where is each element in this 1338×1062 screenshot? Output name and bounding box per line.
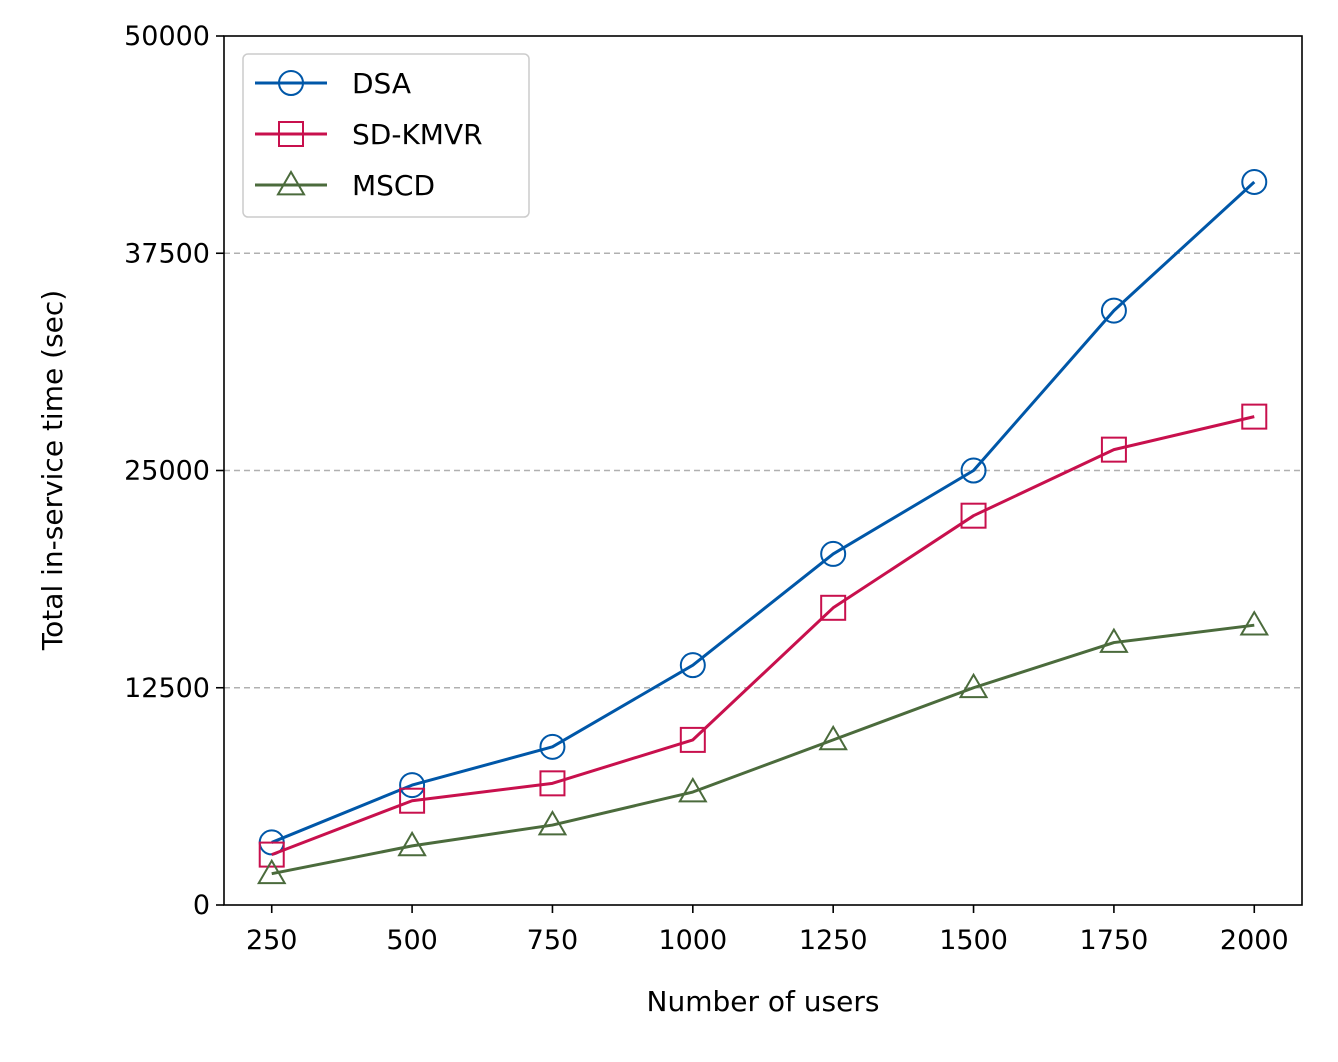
data-point-sd-kmvr: [399, 787, 426, 814]
data-point-sd-kmvr: [820, 594, 847, 621]
series-mscd: [256, 610, 1270, 885]
data-point-mscd: [537, 810, 568, 836]
data-point-dsa: [1100, 297, 1127, 324]
series-dsa: [258, 168, 1268, 856]
x-tick-label: 1250: [799, 925, 868, 956]
data-point-sd-kmvr: [1100, 436, 1127, 463]
gridlines: [224, 252, 1302, 689]
data-point-mscd: [678, 777, 708, 803]
legend: DSA SD-KMVR MSCD: [242, 53, 530, 218]
data-point-sd-kmvr: [258, 841, 285, 868]
data-point-sd-kmvr: [539, 770, 566, 797]
y-tick-label: 37500: [124, 238, 210, 269]
legend-marker-mscd: [276, 170, 306, 196]
y-tick-label: 50000: [124, 21, 210, 52]
x-tick-label: 250: [246, 925, 298, 956]
data-point-mscd: [1239, 610, 1270, 636]
y-tick-label: 12500: [124, 673, 210, 704]
series-line-mscd: [271, 623, 1255, 876]
x-tick-label: 1750: [1080, 925, 1149, 956]
x-tick-label: 1500: [939, 925, 1008, 956]
x-tick-label: 750: [527, 925, 579, 956]
x-tick-label: 1000: [658, 925, 727, 956]
data-point-dsa: [960, 457, 987, 484]
legend-label-sd-kmvr: SD-KMVR: [352, 118, 483, 151]
data-point-dsa: [1241, 168, 1268, 195]
data-point-dsa: [539, 733, 566, 760]
series-line-dsa: [271, 180, 1256, 844]
y-tick-label: 25000: [124, 456, 210, 487]
x-tick-label: 500: [386, 925, 438, 956]
data-point-sd-kmvr: [960, 502, 987, 529]
data-point-mscd: [256, 858, 287, 885]
data-point-sd-kmvr: [679, 726, 706, 753]
data-point-sd-kmvr: [1241, 403, 1268, 430]
legend-marker-dsa: [278, 70, 304, 96]
series-line-sd-kmvr: [271, 415, 1255, 856]
data-point-dsa: [679, 652, 706, 679]
data-point-mscd: [818, 724, 848, 751]
data-point-dsa: [399, 772, 426, 799]
ticks: 0 12500 25000 37500 50000 250 500 750 1000 1250 15…: [124, 21, 1289, 956]
legend-entry-mscd: MSCD: [255, 169, 435, 202]
legend-label-dsa: DSA: [352, 67, 411, 100]
legend-marker-sd-kmvr: [278, 121, 304, 147]
data-point-dsa: [820, 540, 847, 567]
y-tick-label: 0: [193, 890, 210, 921]
legend-entry-dsa: DSA: [255, 67, 411, 100]
series-layer: [256, 168, 1270, 885]
legend-label-mscd: MSCD: [352, 169, 435, 202]
series-sd-kmvr: [258, 403, 1268, 868]
data-point-mscd: [1099, 627, 1129, 653]
data-point-mscd: [958, 672, 989, 699]
data-point-mscd: [397, 830, 427, 857]
legend-entry-sd-kmvr: SD-KMVR: [255, 118, 483, 151]
x-tick-label: 2000: [1220, 925, 1289, 956]
x-axis-title: Number of users: [647, 985, 880, 1018]
legend-frame: [242, 53, 530, 218]
y-axis-title: Total in-service time (sec): [36, 290, 69, 651]
